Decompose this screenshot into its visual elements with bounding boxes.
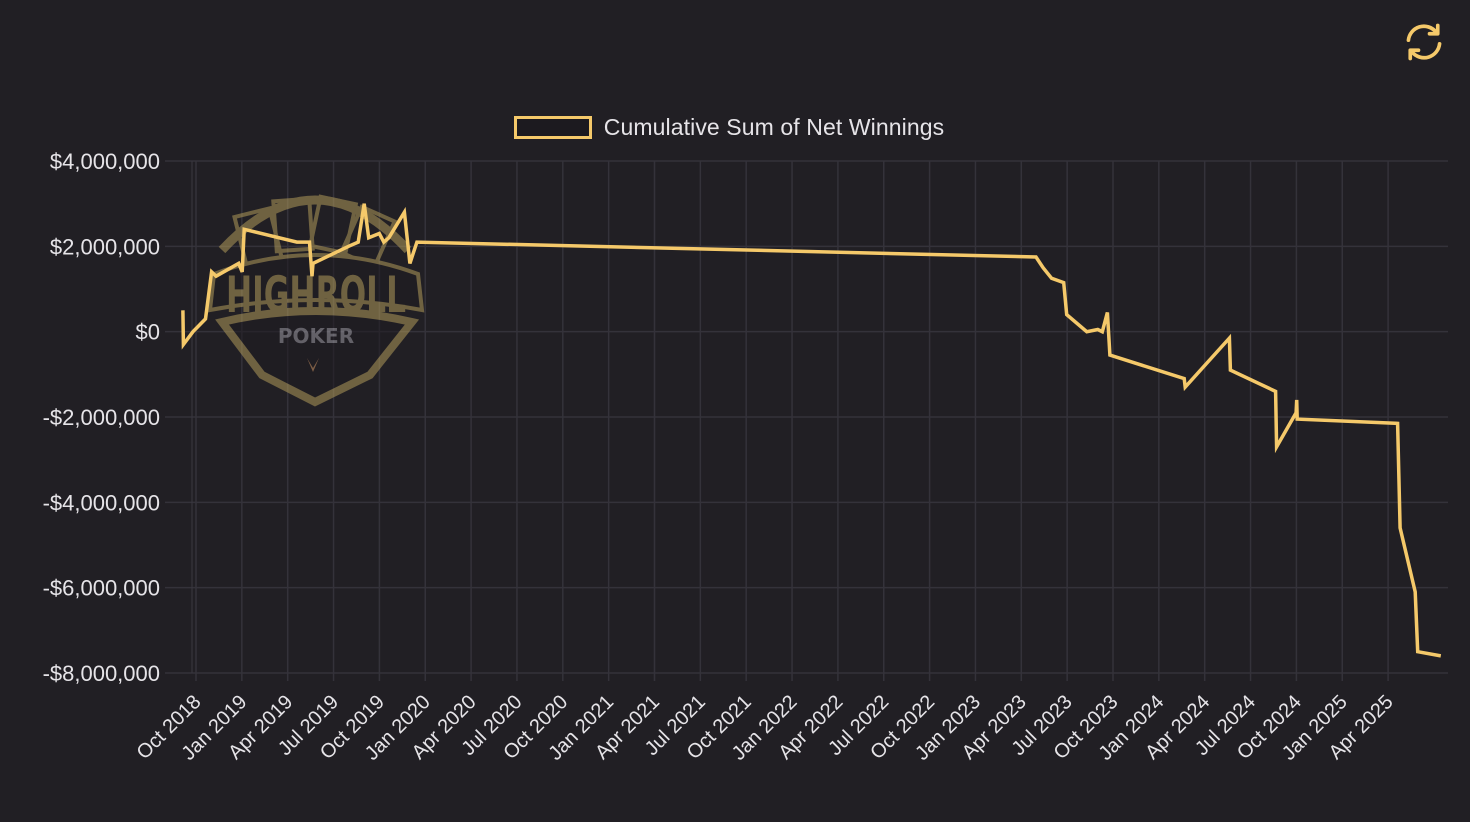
- y-tick-label: -$8,000,000: [43, 661, 160, 686]
- y-tick-label: -$2,000,000: [43, 405, 160, 430]
- y-tick-label: $4,000,000: [50, 149, 160, 174]
- grid-lines: [165, 160, 1448, 681]
- y-tick-label: $0: [136, 320, 160, 345]
- y-tick-label: $2,000,000: [50, 234, 160, 259]
- y-tick-label: -$4,000,000: [43, 490, 160, 515]
- refresh-button[interactable]: [1398, 18, 1450, 66]
- cumulative-net-winnings-line[interactable]: [181, 203, 1442, 658]
- svg-text:POKER: POKER: [278, 324, 354, 348]
- refresh-icon: [1406, 23, 1442, 61]
- y-axis: $4,000,000 $2,000,000 $0 -$2,000,000 -$4,000…: [43, 149, 160, 686]
- y-tick-label: -$6,000,000: [43, 576, 160, 601]
- legend-swatch[interactable]: [513, 116, 592, 139]
- legend-label[interactable]: Cumulative Sum of Net Winnings: [603, 114, 945, 140]
- highroll-poker-logo: HIGHROLL POKER: [207, 194, 425, 407]
- chart-legend: Cumulative Sum of Net Winnings: [0, 114, 1470, 141]
